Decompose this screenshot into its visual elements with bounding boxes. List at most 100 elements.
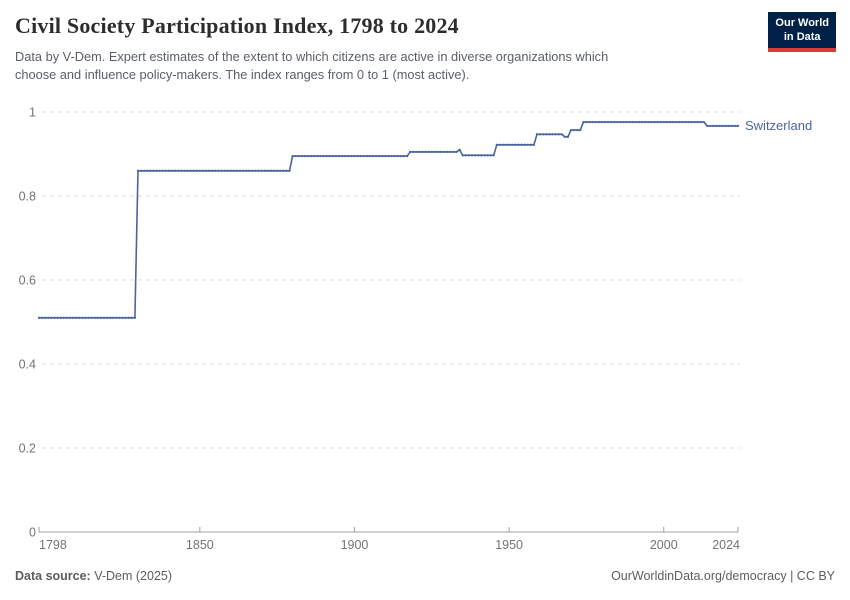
series-point <box>721 124 724 128</box>
series-point <box>421 150 424 154</box>
series-point <box>251 169 254 172</box>
series-point <box>371 154 375 158</box>
series-point <box>158 169 161 172</box>
series-point <box>164 169 167 172</box>
series-point <box>331 154 334 158</box>
series-point <box>715 124 718 128</box>
series-point <box>294 154 297 158</box>
series-point <box>520 143 523 146</box>
series-point <box>541 133 545 136</box>
series-point <box>108 316 112 319</box>
series-point <box>359 154 362 158</box>
series-point <box>619 120 622 124</box>
series-point <box>198 169 201 172</box>
series-line-switzerland <box>39 121 738 319</box>
series-point <box>340 154 344 158</box>
series-point <box>365 154 368 158</box>
series-point <box>650 120 653 124</box>
series-point <box>498 143 501 146</box>
series-point <box>733 124 737 128</box>
series-entity-label: Switzerland <box>745 118 812 133</box>
series-point <box>316 154 319 158</box>
series-point <box>353 154 356 158</box>
x-axis-label: 1950 <box>495 538 523 552</box>
series-point <box>306 154 310 158</box>
series-point <box>254 169 257 172</box>
series-point <box>637 120 641 124</box>
series-point <box>687 120 690 124</box>
series-point <box>245 169 248 172</box>
series-point <box>334 154 338 158</box>
series-point <box>634 120 638 124</box>
series-point <box>118 316 121 319</box>
series-point <box>130 316 133 319</box>
series-point <box>532 143 536 146</box>
series-point <box>68 316 72 319</box>
series-point <box>523 143 526 146</box>
series-point <box>263 169 266 172</box>
series-point <box>146 169 149 172</box>
series-point <box>455 150 458 154</box>
series-point <box>56 316 59 319</box>
owid-logo: Our World in Data <box>768 12 836 52</box>
series-point <box>350 154 353 158</box>
series-point <box>238 169 242 172</box>
series-point <box>180 169 183 172</box>
series-point <box>566 135 570 138</box>
x-axis-label: 2024 <box>712 538 740 552</box>
series-point <box>656 120 659 124</box>
series-point <box>319 154 322 158</box>
series-point <box>47 316 50 319</box>
series-point <box>659 120 662 124</box>
series-point <box>674 120 678 124</box>
series-point <box>155 169 158 172</box>
series-point <box>384 154 387 158</box>
series-point <box>489 154 492 157</box>
series-point <box>712 124 715 128</box>
series-point <box>214 169 217 172</box>
series-point <box>248 169 251 172</box>
series-point <box>705 124 709 128</box>
series-point <box>585 120 588 124</box>
series-point <box>724 124 727 128</box>
series-point <box>548 133 551 136</box>
series-point <box>207 169 211 172</box>
series-point <box>127 316 130 319</box>
series-point <box>381 154 384 158</box>
series-point <box>232 169 236 172</box>
series-point <box>424 150 427 154</box>
series-point <box>143 169 146 172</box>
series-point <box>291 154 294 158</box>
series-point <box>600 120 604 124</box>
y-axis-label: 0 <box>29 526 36 540</box>
series-point <box>167 169 171 172</box>
series-point <box>139 169 143 172</box>
series-point <box>409 150 412 154</box>
series-point <box>136 169 140 172</box>
series-point <box>40 316 44 319</box>
series-point <box>347 154 350 158</box>
footer-url[interactable]: OurWorldinData.org/democracy | CC BY <box>611 569 835 583</box>
series-point <box>396 154 399 158</box>
series-point <box>473 154 477 157</box>
series-point <box>415 150 418 154</box>
x-axis-label: 1850 <box>186 538 214 552</box>
series-point <box>557 133 560 136</box>
x-axis-label: 1900 <box>341 538 369 552</box>
series-point <box>684 120 687 124</box>
series-point <box>266 169 270 172</box>
series-point <box>183 169 186 172</box>
series-point <box>662 120 665 124</box>
series-point <box>260 169 263 172</box>
series-point <box>362 154 365 158</box>
series-point <box>443 150 446 154</box>
series-point <box>229 169 232 172</box>
series-point <box>736 124 740 128</box>
y-axis-label: 1 <box>29 106 36 120</box>
series-point <box>78 316 81 319</box>
series-point <box>124 316 127 319</box>
series-point <box>276 169 279 172</box>
series-point <box>430 150 433 154</box>
series-point <box>696 120 699 124</box>
